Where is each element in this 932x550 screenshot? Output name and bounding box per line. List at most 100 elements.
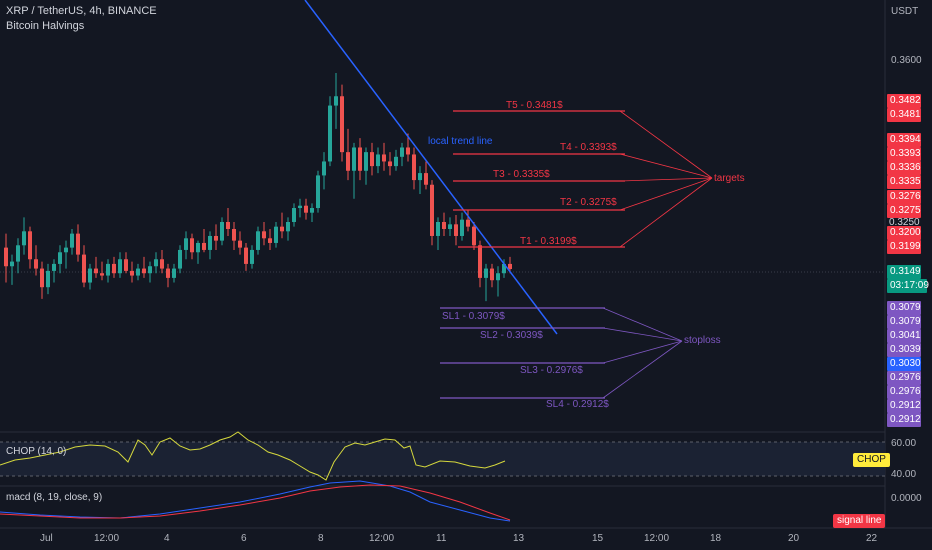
target-arrow[interactable]	[619, 177, 713, 248]
indicator-title[interactable]: Bitcoin Halvings	[6, 20, 85, 32]
local-trend-line[interactable]	[304, 0, 558, 335]
candle-up[interactable]	[58, 252, 62, 264]
candle-down[interactable]	[466, 219, 470, 227]
candle-up[interactable]	[106, 263, 110, 276]
candle-up[interactable]	[394, 156, 398, 167]
candle-up[interactable]	[136, 268, 140, 276]
stoploss-label[interactable]: stoploss	[684, 335, 721, 346]
candle-up[interactable]	[496, 273, 500, 281]
target-price-tag[interactable]: 0.3394	[887, 133, 921, 147]
candle-down[interactable]	[226, 222, 230, 229]
candle-up[interactable]	[328, 105, 332, 162]
candle-up[interactable]	[334, 96, 338, 106]
candle-down[interactable]	[160, 259, 164, 269]
target-arrow[interactable]	[619, 110, 713, 179]
candle-up[interactable]	[484, 268, 488, 278]
candle-down[interactable]	[442, 222, 446, 229]
macd-label[interactable]: macd (8, 19, close, 9)	[6, 492, 103, 503]
target-price-tag[interactable]: 0.3336	[887, 161, 921, 175]
stop-price-tag[interactable]: 0.3079	[887, 301, 921, 315]
candle-down[interactable]	[424, 173, 428, 185]
signal-line-tag[interactable]: signal line	[833, 514, 886, 528]
candle-down[interactable]	[490, 268, 494, 281]
candle-up[interactable]	[310, 208, 314, 213]
candle-up[interactable]	[376, 154, 380, 167]
candle-up[interactable]	[322, 161, 326, 176]
candle-down[interactable]	[76, 233, 80, 255]
stop-price-tag[interactable]: 0.3079	[887, 315, 921, 329]
candle-down[interactable]	[358, 147, 362, 171]
stop-arrow[interactable]	[602, 340, 683, 399]
candle-up[interactable]	[220, 222, 224, 241]
target-label-t3[interactable]: T3 - 0.3335$	[493, 169, 550, 180]
target-price-tag[interactable]: 0.3481	[887, 108, 921, 122]
candle-down[interactable]	[232, 228, 236, 241]
candle-down[interactable]	[280, 226, 284, 232]
candle-down[interactable]	[508, 263, 512, 270]
candle-down[interactable]	[4, 247, 8, 267]
candle-up[interactable]	[448, 224, 452, 229]
stop-arrow[interactable]	[602, 327, 683, 342]
target-arrow[interactable]	[619, 177, 713, 211]
candle-down[interactable]	[40, 268, 44, 288]
candle-down[interactable]	[94, 268, 98, 274]
target-arrow[interactable]	[619, 177, 713, 182]
candle-down[interactable]	[202, 242, 206, 250]
targets-label[interactable]: targets	[714, 173, 745, 184]
candle-down[interactable]	[340, 96, 344, 153]
candle-up[interactable]	[298, 205, 302, 209]
candle-up[interactable]	[208, 235, 212, 250]
trend-line-label[interactable]: local trend line	[428, 136, 493, 147]
candle-down[interactable]	[262, 231, 266, 239]
candle-up[interactable]	[460, 219, 464, 236]
target-price-tag[interactable]: 0.3393	[887, 147, 921, 161]
target-label-t1[interactable]: T1 - 0.3199$	[520, 236, 577, 247]
candle-down[interactable]	[412, 154, 416, 181]
candle-up[interactable]	[118, 259, 122, 274]
candle-down[interactable]	[34, 259, 38, 269]
candle-down[interactable]	[382, 154, 386, 162]
candle-up[interactable]	[502, 263, 506, 274]
candle-up[interactable]	[52, 263, 56, 271]
target-price-tag[interactable]: 0.3276	[887, 190, 921, 204]
candle-down[interactable]	[28, 231, 32, 260]
candle-up[interactable]	[418, 173, 422, 181]
candle-up[interactable]	[46, 270, 50, 288]
candle-down[interactable]	[478, 245, 482, 278]
candle-down[interactable]	[268, 238, 272, 243]
target-price-tag[interactable]: 0.3335	[887, 175, 921, 189]
candle-down[interactable]	[370, 152, 374, 167]
target-price-tag[interactable]: 0.3275	[887, 204, 921, 218]
candle-up[interactable]	[22, 231, 26, 246]
stop-label-sl2[interactable]: SL2 - 0.3039$	[480, 330, 543, 341]
stop-price-tag[interactable]: 0.3039	[887, 343, 921, 357]
candle-up[interactable]	[184, 238, 188, 250]
candle-up[interactable]	[148, 266, 152, 274]
target-price-tag[interactable]: 0.3200	[887, 226, 921, 240]
target-label-t2[interactable]: T2 - 0.3275$	[560, 197, 617, 208]
candle-down[interactable]	[142, 268, 146, 274]
time-axis[interactable]: Jul 12:00 4 6 8 12:00 11 13 15 12:00 18 …	[0, 528, 885, 550]
stop-label-sl4[interactable]: SL4 - 0.2912$	[546, 399, 609, 410]
candle-up[interactable]	[292, 208, 296, 222]
candle-down[interactable]	[238, 240, 242, 248]
candle-down[interactable]	[304, 205, 308, 213]
crosshair-price-tag[interactable]: 0.3030	[887, 357, 921, 371]
chop-value-tag[interactable]: CHOP	[853, 453, 890, 467]
candle-down[interactable]	[472, 226, 476, 246]
candle-down[interactable]	[166, 268, 170, 278]
candle-down[interactable]	[388, 161, 392, 167]
stop-arrow[interactable]	[602, 307, 683, 342]
candle-up[interactable]	[400, 147, 404, 157]
candle-down[interactable]	[406, 147, 410, 155]
target-price-tag[interactable]: 0.3482	[887, 94, 921, 108]
stop-price-tag[interactable]: 0.2976	[887, 371, 921, 385]
target-price-tag[interactable]: 0.3199	[887, 240, 921, 254]
target-label-t4[interactable]: T4 - 0.3393$	[560, 142, 617, 153]
candle-up[interactable]	[286, 222, 290, 232]
candle-up[interactable]	[154, 259, 158, 267]
candle-up[interactable]	[70, 233, 74, 248]
symbol-title[interactable]: XRP / TetherUS, 4h, BINANCE	[6, 5, 157, 17]
candle-up[interactable]	[10, 261, 14, 267]
candle-down[interactable]	[124, 259, 128, 271]
